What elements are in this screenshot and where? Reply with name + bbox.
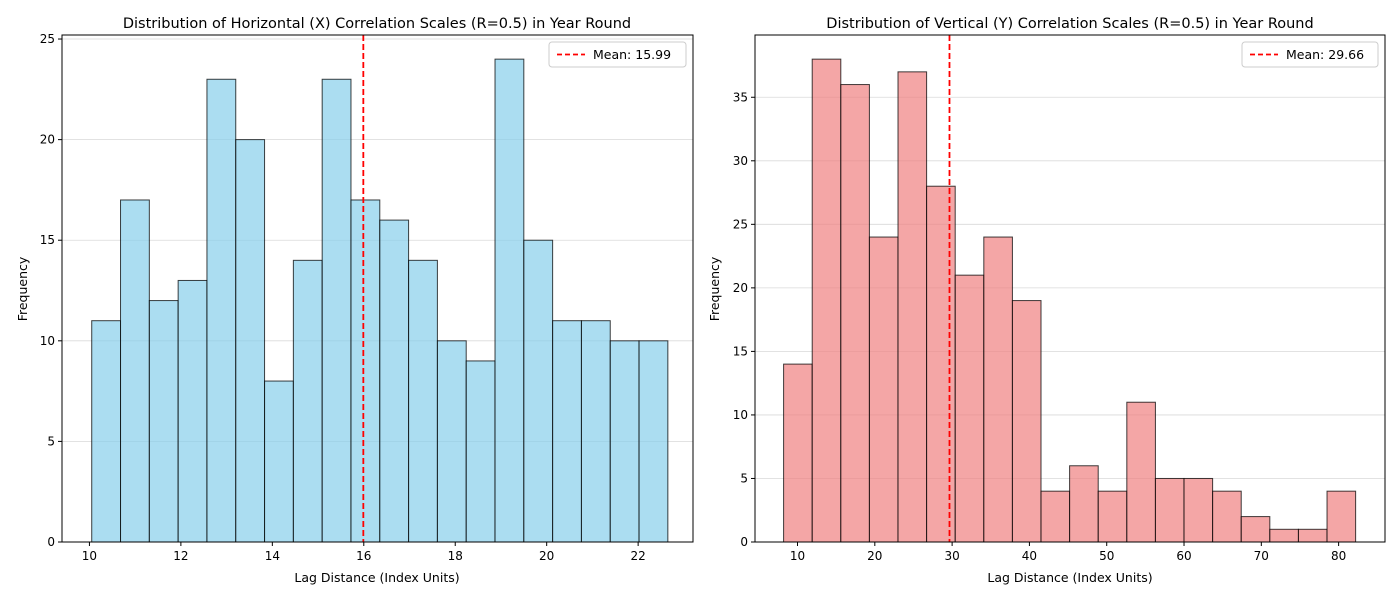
x-tick-label: 30 [944,549,959,563]
histogram-bar [292,259,323,543]
histogram-bars [783,58,1357,543]
histogram-bar [436,340,467,543]
histogram-bar [783,363,813,543]
histogram-bar [1069,465,1099,543]
y-tick-label: 30 [733,154,748,168]
x-tick-label: 10 [790,549,805,563]
x-tick-label: 18 [448,549,463,563]
y-axis-label: Frequency [707,256,722,321]
histogram-bar [523,239,554,543]
histogram-bar [1240,516,1271,543]
x-axis-ticks: 10 20 30 40 50 60 70 80 [790,542,1346,563]
plot-area-frame [61,34,694,543]
vertical-scale-histogram: Distribution of Vertical (Y) Correlation… [707,16,1386,585]
histogram-bar [552,320,582,543]
legend: Mean: 15.99 [548,41,687,68]
y-tick-label: 0 [47,535,55,549]
histogram-bar [264,380,294,543]
y-tick-label: 0 [740,535,748,549]
chart-title: Distribution of Horizontal (X) Correlati… [123,16,631,32]
chart-title: Distribution of Vertical (Y) Correlation… [826,16,1313,32]
y-tick-label: 35 [733,90,748,104]
histogram-bar [897,71,928,543]
histogram-bar [638,340,669,543]
y-tick-label: 20 [733,281,748,295]
x-tick-label: 40 [1022,549,1037,563]
x-tick-label: 20 [867,549,882,563]
histogram-bar [120,199,150,543]
y-tick-label: 15 [40,233,55,247]
x-tick-label: 10 [82,549,97,563]
legend-mean-label: Mean: 15.99 [593,47,671,62]
histogram-bar [1097,490,1128,543]
histogram-bar [840,84,870,543]
histogram-bar [321,78,352,543]
legend-box [548,41,687,68]
histogram-bar [1011,300,1042,543]
histogram-bar [1154,477,1185,543]
y-tick-label: 5 [740,471,748,485]
histogram-bar [954,274,985,543]
histogram-bar [811,58,842,543]
y-tick-label: 15 [733,344,748,358]
histogram-bar [926,185,956,543]
histogram-bar [1326,490,1357,543]
histogram-bar [408,259,438,543]
histogram-bar [177,279,208,543]
horizontal-scale-histogram: Distribution of Horizontal (X) Correlati… [15,16,694,585]
plot-area-frame [754,34,1386,543]
y-axis-label: Frequency [15,256,30,321]
histogram-bar [868,236,899,543]
histogram-bar [1269,528,1299,543]
histogram-bar [350,199,381,543]
histogram-bar [379,219,410,543]
histogram-bar [494,58,525,543]
histogram-bar [1183,477,1214,543]
y-tick-label: 10 [40,334,55,348]
y-axis-ticks: 0 5 10 15 20 25 [40,32,62,549]
legend: Mean: 29.66 [1241,41,1379,68]
x-tick-label: 14 [265,549,280,563]
x-tick-label: 12 [173,549,188,563]
y-tick-label: 5 [47,434,55,448]
histogram-bars [91,58,669,543]
histogram-bar [1297,528,1328,543]
histogram-bar [609,340,640,543]
histogram-bar [580,320,611,543]
histogram-bar [206,78,237,543]
y-tick-label: 10 [733,408,748,422]
y-tick-label: 20 [40,133,55,147]
histogram-bar [91,320,122,543]
histogram-bar [148,300,179,543]
x-tick-label: 22 [630,549,645,563]
histogram-bar [465,360,496,543]
y-tick-label: 25 [733,217,748,231]
y-tick-label: 25 [40,32,55,46]
x-tick-label: 60 [1176,549,1191,563]
x-axis-label: Lag Distance (Index Units) [987,570,1152,585]
histogram-bar [1040,490,1071,543]
x-tick-label: 70 [1254,549,1269,563]
legend-box [1241,41,1379,68]
legend-mean-label: Mean: 29.66 [1286,47,1364,62]
x-tick-label: 50 [1099,549,1114,563]
x-tick-label: 16 [356,549,371,563]
histogram-bar [983,236,1013,543]
histogram-bar [1126,401,1156,543]
y-axis-ticks: 0 5 10 15 20 25 30 35 [733,90,755,549]
x-tick-label: 80 [1331,549,1346,563]
histogram-bar [1212,490,1242,543]
x-axis-ticks: 10 12 14 16 18 20 22 [82,542,646,563]
x-tick-label: 20 [539,549,554,563]
x-axis-label: Lag Distance (Index Units) [294,570,459,585]
histogram-bar [235,139,266,543]
